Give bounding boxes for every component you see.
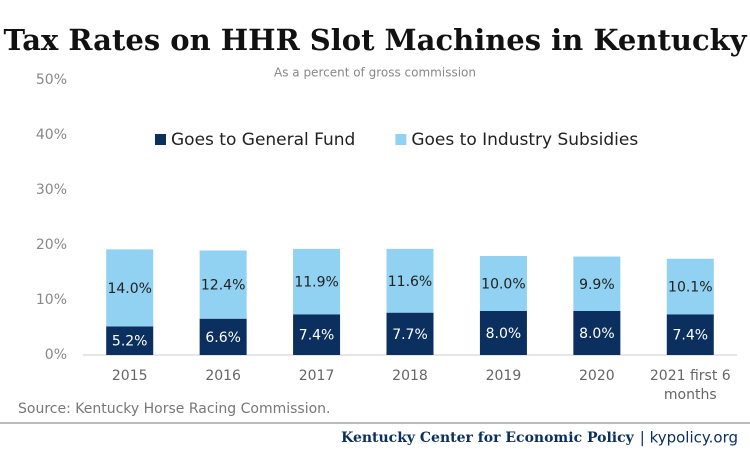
bar-segment: [479, 311, 527, 355]
footer-site: | kypolicy.org: [640, 429, 738, 447]
legend-label: Goes to Industry Subsidies: [411, 130, 638, 150]
bar-segment: [293, 314, 341, 355]
data-label: 11.6%: [388, 274, 432, 290]
y-tick-label: 20%: [36, 237, 67, 253]
x-tick-label: 2021 first 6 months: [649, 368, 731, 403]
x-tick-label: 2015: [111, 368, 148, 384]
bar-segment: [479, 256, 527, 311]
bar-segment: [573, 311, 621, 355]
data-label: 9.9%: [579, 277, 615, 293]
y-tick-label: 0%: [45, 347, 67, 363]
data-label: 11.9%: [294, 275, 338, 291]
bar-segment: [106, 326, 154, 355]
bar-segment: [386, 248, 434, 313]
legend-label: Goes to General Fund: [171, 130, 355, 150]
source: Source: Kentucky Horse Racing Commission…: [18, 401, 331, 417]
chart-subtitle: As a percent of gross commission: [274, 66, 476, 80]
data-label: 7.7%: [392, 327, 428, 343]
x-tick-label: 2016: [205, 368, 241, 384]
bar-segment: [666, 258, 714, 315]
x-tick-label: 2019: [485, 368, 522, 384]
y-tick-label: 40%: [36, 127, 67, 143]
data-label: 8.0%: [486, 326, 522, 342]
data-label: 10.0%: [481, 277, 525, 293]
chart-title: Tax Rates on HHR Slot Machines in Kentuc…: [3, 23, 747, 57]
x-tick-label: 2018: [392, 368, 428, 384]
data-label: 8.0%: [579, 326, 615, 342]
bar-segment: [666, 314, 714, 355]
data-label: 7.4%: [672, 328, 708, 344]
bar-segment: [386, 312, 434, 355]
bar-segment: [199, 318, 247, 355]
data-label: 7.4%: [299, 328, 335, 344]
footer-org: Kentucky Center for Economic Policy: [341, 430, 635, 446]
data-label: 14.0%: [107, 281, 151, 297]
y-tick-label: 30%: [36, 182, 67, 198]
x-tick-label: 2020: [579, 368, 615, 384]
data-label: 6.6%: [205, 330, 241, 346]
data-label: 10.1%: [668, 280, 712, 296]
bar-segment: [573, 256, 621, 311]
bar-segment: [293, 248, 341, 315]
bar-segment: [106, 249, 154, 327]
legend-swatch: [395, 134, 407, 145]
data-label: 5.2%: [112, 334, 148, 350]
data-label: 12.4%: [201, 278, 245, 294]
bar-segment: [199, 250, 247, 319]
legend-swatch: [155, 134, 166, 145]
x-tick-label: 2017: [298, 368, 335, 384]
y-tick-label: 50%: [36, 72, 67, 88]
y-tick-label: 10%: [36, 292, 67, 308]
